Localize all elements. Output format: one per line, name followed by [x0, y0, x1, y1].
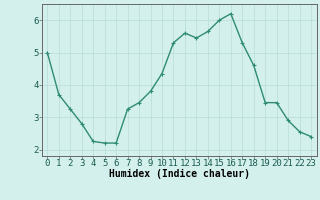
X-axis label: Humidex (Indice chaleur): Humidex (Indice chaleur) — [109, 169, 250, 179]
